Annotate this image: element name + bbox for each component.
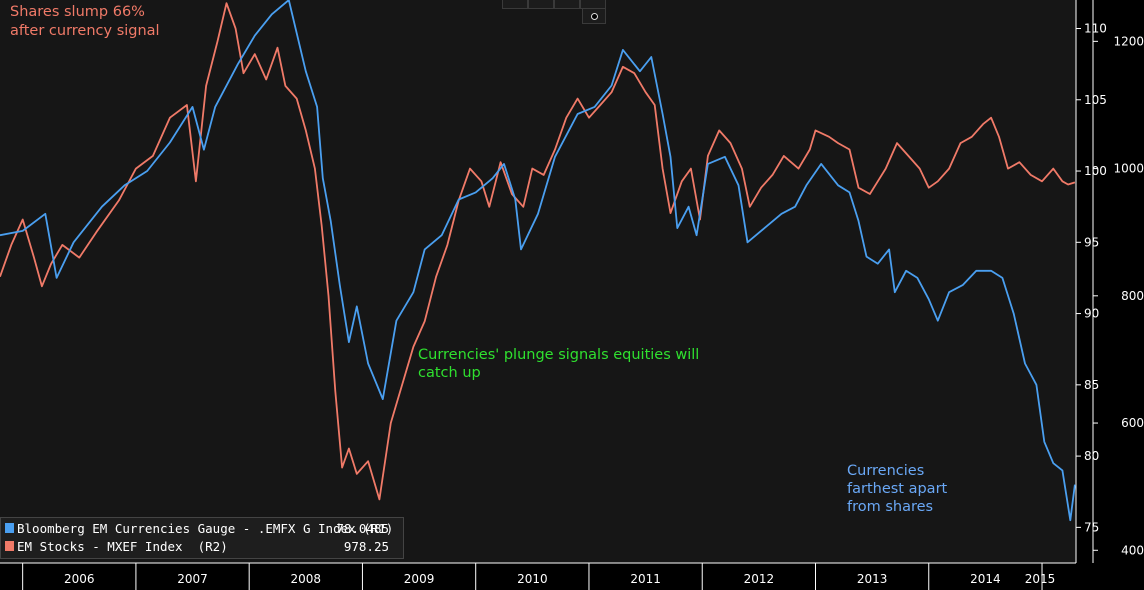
legend-value-stocks: 978.25 — [343, 539, 389, 554]
chart-toolbar — [502, 0, 606, 24]
r2-tick-label: 1200 — [1113, 34, 1144, 48]
annotation-top-left-line-2: after currency signal — [10, 23, 160, 39]
chart-legend: Bloomberg EM Currencies Gauge - .EMFX G … — [0, 517, 404, 559]
r1-tick-label: 85 — [1084, 378, 1099, 392]
legend-label-stocks: EM Stocks - MXEF Index (R2) — [17, 539, 228, 554]
x-tick-label: 2014 — [970, 572, 1001, 586]
r2-tick-label: 600 — [1121, 416, 1144, 430]
x-tick-label: 2006 — [64, 572, 95, 586]
series-line-stocks — [0, 2, 1076, 501]
legend-swatch-currencies — [5, 523, 14, 533]
x-tick-label: 2011 — [630, 572, 661, 586]
r1-axis-ticks: 110 105 100 95 90 85 80 75 — [1076, 22, 1107, 534]
x-tick-label: 2012 — [744, 572, 775, 586]
x-tick-label: 2010 — [517, 572, 548, 586]
toolbar-zoom-out-button[interactable] — [502, 0, 528, 9]
r1-tick-label: 80 — [1084, 449, 1099, 463]
annotation-bottom-right-line-3: from shares — [847, 499, 933, 515]
legend-item-currencies: Bloomberg EM Currencies Gauge - .EMFX G … — [1, 520, 403, 537]
x-axis-ticks: 2006 2007 2008 2009 2010 2011 2012 2013 2014 2015 — [22, 563, 1056, 590]
plot-area — [0, 0, 1076, 563]
r1-tick-label: 110 — [1084, 22, 1107, 36]
r2-axis-ticks: 1200 1000 800 600 400 — [1093, 34, 1144, 557]
r1-tick-label: 95 — [1084, 235, 1099, 249]
x-tick-label: 2013 — [857, 572, 888, 586]
toolbar-settings-icon[interactable] — [582, 8, 606, 24]
r1-tick-label: 105 — [1084, 93, 1107, 107]
r2-tick-label: 1000 — [1113, 162, 1144, 176]
x-tick-label: 2009 — [404, 572, 435, 586]
x-tick-label: 2008 — [291, 572, 322, 586]
toolbar-pan-button[interactable] — [528, 0, 554, 9]
annotation-middle-line-1: Currencies' plunge signals equities will — [418, 347, 699, 363]
r2-tick-label: 800 — [1121, 289, 1144, 303]
x-tick-label: 2007 — [177, 572, 208, 586]
annotation-bottom-right-line-2: farthest apart — [847, 481, 948, 497]
legend-value-currencies: 78.0485 — [336, 521, 389, 536]
series-layer — [0, 0, 1076, 522]
legend-label-currencies: Bloomberg EM Currencies Gauge - .EMFX G … — [17, 521, 394, 536]
x-tick-label: 2015 — [1025, 572, 1056, 586]
annotation-middle-line-2: catch up — [418, 365, 481, 381]
r1-tick-label: 75 — [1084, 520, 1099, 534]
r1-tick-label: 100 — [1084, 164, 1107, 178]
r1-tick-label: 90 — [1084, 307, 1099, 321]
r2-tick-label: 400 — [1121, 543, 1144, 557]
series-line-currencies — [0, 0, 1076, 522]
legend-swatch-stocks — [5, 541, 14, 551]
annotation-bottom-right-line-1: Currencies — [847, 463, 924, 479]
toolbar-menu-button[interactable] — [554, 0, 580, 9]
annotation-top-left-line-1: Shares slump 66% — [10, 4, 145, 20]
legend-item-stocks: EM Stocks - MXEF Index (R2) 978.25 — [1, 538, 403, 555]
